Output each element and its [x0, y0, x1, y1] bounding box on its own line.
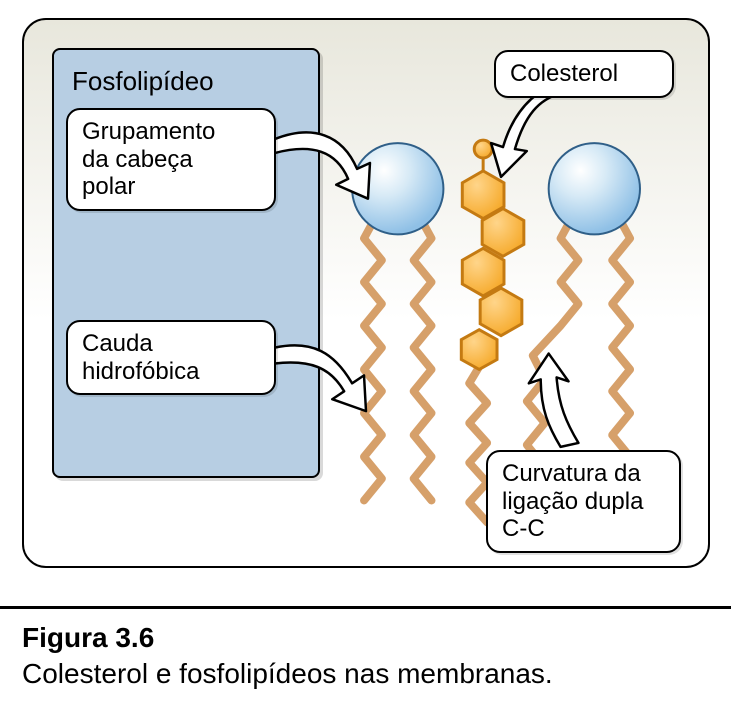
arrow-polar-head — [275, 132, 370, 198]
callout-kink-text: Curvatura daligação duplaC-C — [502, 460, 643, 542]
callout-cholesterol: Colesterol — [494, 50, 674, 98]
diagram-panel: Fosfolipídeo — [22, 18, 710, 568]
callout-polar-head: Grupamentoda cabeçapolar — [66, 108, 276, 211]
cholesterol-tail — [469, 363, 487, 522]
figure-caption: Colesterol e fosfolipídeos nas membranas… — [22, 658, 553, 690]
callout-kink: Curvatura daligação duplaC-C — [486, 450, 681, 553]
polar-head-right — [549, 143, 640, 234]
cholesterol-oh — [474, 140, 492, 158]
figure-number: Figura 3.6 — [22, 622, 154, 654]
cholesterol-rings — [461, 140, 524, 369]
callout-hydrophobic-tail-text: Caudahidrofóbica — [82, 330, 199, 385]
arrow-hydrophobic-tail — [275, 345, 366, 411]
callout-cholesterol-text: Colesterol — [510, 60, 618, 87]
divider-line — [0, 606, 731, 609]
callout-hydrophobic-tail: Caudahidrofóbica — [66, 320, 276, 395]
tail-1 — [364, 217, 382, 501]
callout-polar-head-text: Grupamentoda cabeçapolar — [82, 118, 215, 200]
tail-2 — [414, 217, 432, 501]
